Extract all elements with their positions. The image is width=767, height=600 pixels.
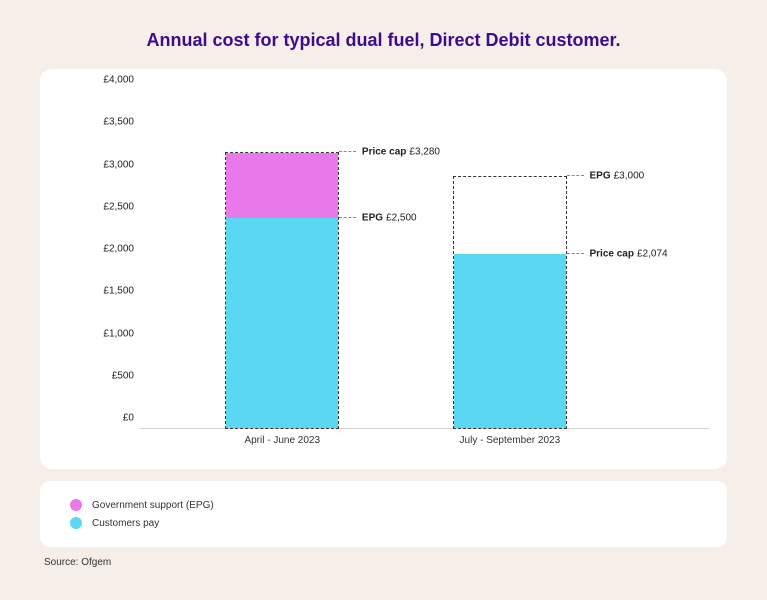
legend: Government support (EPG) Customers pay — [40, 481, 727, 547]
y-tick: £2,000 — [103, 244, 140, 255]
y-tick: £3,000 — [103, 159, 140, 170]
x-tick-label: July - September 2023 — [460, 429, 561, 446]
legend-label: Government support (EPG) — [92, 500, 214, 511]
chart-card: £0 £500 £1,000 £1,500 £2,000 £2,500 £3,000 £3,5… — [40, 69, 727, 469]
callout: Price cap£2,074 — [590, 248, 668, 259]
callout-leader — [567, 175, 584, 176]
y-tick: £1,000 — [103, 328, 140, 339]
y-tick: £3,500 — [103, 117, 140, 128]
x-tick-label: April - June 2023 — [244, 429, 320, 446]
y-tick: £500 — [112, 370, 140, 381]
y-tick: £0 — [123, 413, 140, 424]
y-tick: £2,500 — [103, 201, 140, 212]
y-tick: £4,000 — [103, 75, 140, 86]
y-tick: £1,500 — [103, 286, 140, 297]
callout: EPG£3,000 — [590, 170, 645, 181]
bar-segment — [226, 153, 338, 218]
source-text: Source: Ofgem — [40, 557, 727, 568]
chart-title: Annual cost for typical dual fuel, Direc… — [40, 30, 727, 51]
callout-leader — [339, 217, 356, 218]
callout: EPG£2,500 — [362, 212, 417, 223]
callout: Price cap£3,280 — [362, 146, 440, 157]
bar — [225, 152, 339, 429]
legend-swatch — [70, 499, 82, 511]
legend-swatch — [70, 517, 82, 529]
plot-area: £0£500£1,000£1,500£2,000£2,500£3,000£3,5… — [140, 91, 709, 429]
bar-segment — [454, 254, 566, 428]
legend-label: Customers pay — [92, 518, 159, 529]
callout-leader — [567, 253, 584, 254]
bar-segment — [226, 218, 338, 428]
legend-item: Customers pay — [70, 517, 697, 529]
bar — [453, 176, 567, 430]
legend-item: Government support (EPG) — [70, 499, 697, 511]
callout-leader — [339, 151, 356, 152]
